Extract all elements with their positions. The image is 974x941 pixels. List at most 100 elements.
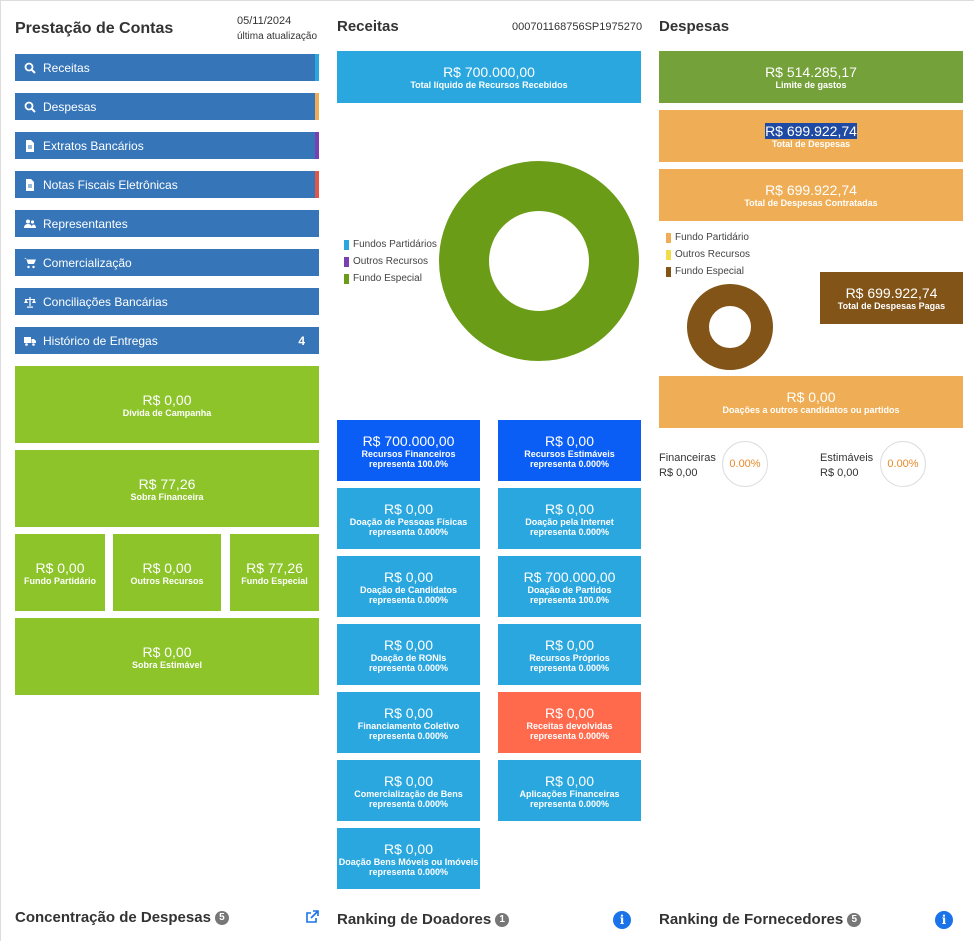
nav-item-hist-rico-de-entregas[interactable]: Histórico de Entregas 4 [15, 327, 319, 354]
scale-icon [23, 295, 37, 309]
doadores-heading: Ranking de Doadores 1 [337, 911, 510, 928]
legend-swatch [666, 249, 671, 260]
receita-card-label: Financiamento Coletivo [357, 720, 460, 731]
fornecedores-heading: Ranking de Fornecedores 5 [659, 911, 862, 928]
search-icon [23, 61, 37, 75]
receita-card-value: R$ 0,00 [383, 840, 434, 857]
nav-item-color-stripe [315, 171, 319, 198]
despesas-legend: Fundo Partidário Outros Recursos Fundo Esp… [666, 229, 750, 280]
sobra-est-label: Sobra Estimável [131, 659, 203, 670]
receita-card-label: Recursos Financeiros [361, 448, 456, 459]
estimaveis-ring: 0.00% [880, 441, 926, 487]
receita-card-value: R$ 0,00 [383, 704, 434, 721]
limite-gastos-card: R$ 514.285,17 Limite de gastos [659, 51, 963, 103]
doacoes-outros-card: R$ 0,00 Doações a outros candidatos ou p… [659, 376, 963, 428]
legend-item: Outros Recursos [344, 253, 437, 270]
nav-item-extratos-banc-rios[interactable]: Extratos Bancários [15, 132, 319, 159]
estimaveis-pct: 0.00% [887, 458, 919, 470]
receita-card-recursos-financeiros: R$ 700.000,00 Recursos Financeiros represe… [337, 420, 480, 481]
financeiras-label: Financeiras [659, 452, 716, 464]
doacoes-value: R$ 0,00 [786, 389, 836, 405]
receita-card-percentage: representa 0.000% [529, 526, 610, 537]
nav-item-label: Despesas [43, 99, 97, 114]
outros-recursos-value: R$ 0,00 [142, 559, 192, 576]
despesas-contratadas-card: R$ 699.922,74 Total de Despesas Contrata… [659, 169, 963, 221]
nav-item-label: Representantes [43, 216, 128, 231]
sobra-fin-label: Sobra Financeira [130, 491, 204, 502]
nav-item-label: Notas Fiscais Eletrônicas [43, 177, 178, 192]
sobra-financeira-card: R$ 77,26 Sobra Financeira [15, 450, 319, 527]
fundo-partidario-label: Fundo Partidário [24, 575, 96, 586]
receitas-total-label: Total líquido de Recursos Recebidos [410, 80, 568, 90]
nav-item-comercializa-o[interactable]: Comercialização [15, 249, 319, 276]
receita-card-label: Recursos Estimáveis [524, 448, 615, 459]
financeiras-ring: 0.00% [722, 441, 768, 487]
receitas-donut-chart [439, 161, 639, 361]
fornecedores-badge: 5 [847, 913, 862, 928]
legend-swatch [344, 256, 349, 267]
receita-card-label: Doação de Candidatos [359, 584, 458, 595]
receita-card-value: R$ 0,00 [383, 500, 434, 517]
fundo-especial-card: R$ 77,26 Fundo Especial [230, 534, 319, 611]
nav-item-label: Histórico de Entregas [43, 333, 158, 348]
receita-card-value: R$ 0,00 [544, 500, 595, 517]
legend-swatch [344, 239, 349, 250]
receita-card-percentage: representa 0.000% [529, 662, 610, 673]
receita-card-doacao-de-ronis: R$ 0,00 Doação de RONIs representa 0.000% [337, 624, 480, 685]
outros-recursos-label: Outros Recursos [130, 575, 204, 586]
receita-card-value: R$ 0,00 [544, 772, 595, 789]
nav-item-color-stripe [315, 93, 319, 120]
receita-card-value: R$ 0,00 [383, 636, 434, 653]
legend-item: Outros Recursos [666, 246, 750, 263]
document-icon [23, 139, 37, 153]
doadores-title: Ranking de Doadores [337, 911, 492, 928]
receita-card-label: Doação de RONIs [370, 652, 447, 663]
page-title: Prestação de Contas [15, 20, 174, 37]
nav-item-notas-fiscais-eletr-nicas[interactable]: Notas Fiscais Eletrônicas [15, 171, 319, 198]
concentracao-badge: 5 [214, 911, 229, 926]
fundo-partidario-value: R$ 0,00 [35, 559, 85, 576]
estimaveis-label: Estimáveis [820, 452, 874, 464]
legend-label: Outros Recursos [353, 256, 429, 267]
document-icon [23, 178, 37, 192]
limite-value: R$ 514.285,17 [765, 64, 857, 80]
receita-card-value: R$ 700.000,00 [362, 432, 455, 449]
fornecedores-info-icon[interactable]: i [935, 911, 953, 929]
receita-card-percentage: representa 0.000% [368, 730, 449, 741]
nav-item-representantes[interactable]: Representantes [15, 210, 319, 237]
receita-card-percentage: representa 100.0% [368, 458, 449, 469]
fornecedores-title: Ranking de Fornecedores [659, 911, 844, 928]
legend-label: Fundo Partidário [675, 232, 749, 243]
receita-card-label: Comercialização de Bens [354, 788, 463, 799]
receita-card-doacao-pela-internet: R$ 0,00 Doação pela Internet representa 0.… [498, 488, 641, 549]
legend-swatch [666, 232, 671, 243]
receita-card-value: R$ 700.000,00 [523, 568, 616, 585]
doadores-info-icon[interactable]: i [613, 911, 631, 929]
receita-card-percentage: representa 0.000% [368, 662, 449, 673]
receita-card-doacao-de-partidos: R$ 700.000,00 Doação de Partidos represent… [498, 556, 641, 617]
receita-card-comercializacao-de-bens: R$ 0,00 Comercialização de Bens representa… [337, 760, 480, 821]
nav-item-concilia-es-banc-rias[interactable]: Conciliações Bancárias [15, 288, 319, 315]
legend-item: Fundo Partidário [666, 229, 750, 246]
receitas-total-card: R$ 700.000,00 Total líquido de Recursos … [337, 51, 641, 103]
receita-card-value: R$ 0,00 [383, 772, 434, 789]
receita-card-value: R$ 0,00 [544, 432, 595, 449]
divida-value: R$ 0,00 [142, 391, 192, 408]
nav-item-despesas[interactable]: Despesas [15, 93, 319, 120]
last-update-label: última atualização [237, 31, 318, 42]
receita-card-recursos-proprios: R$ 0,00 Recursos Próprios representa 0.000… [498, 624, 641, 685]
nav-item-count-badge: 4 [298, 333, 305, 348]
donut-segment-fundo-especial [439, 161, 639, 361]
receita-card-doacao-de-candidatos: R$ 0,00 Doação de Candidatos representa 0.… [337, 556, 480, 617]
receita-card-label: Aplicações Financeiras [519, 788, 620, 799]
nav-item-receitas[interactable]: Receitas [15, 54, 319, 81]
despesas-donut-chart [687, 284, 773, 370]
divida-campanha-card: R$ 0,00 Dívida de Campanha [15, 366, 319, 443]
sobra-estimavel-card: R$ 0,00 Sobra Estimável [15, 618, 319, 695]
external-link-icon[interactable] [305, 910, 319, 924]
pagas-label: Total de Despesas Pagas [837, 301, 946, 311]
receita-card-label: Doação Bens Móveis ou Imóveis [338, 856, 479, 867]
donut-segment-fundo-especial [687, 284, 773, 370]
legend-label: Fundo Especial [353, 273, 422, 284]
